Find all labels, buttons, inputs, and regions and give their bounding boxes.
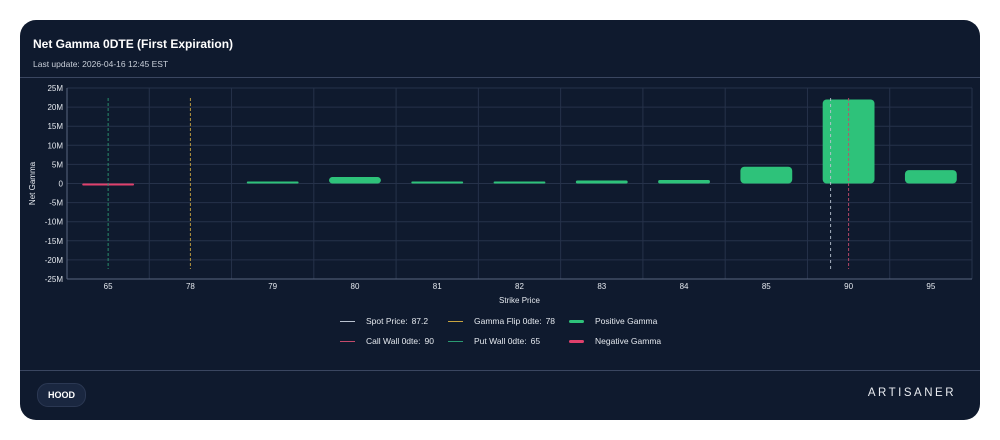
legend-value-call-wall: 90 — [424, 336, 434, 346]
bar-strike-79 — [246, 181, 299, 184]
legend-label-gamma-flip: Gamma Flip 0dte: — [474, 316, 542, 326]
legend-label-put-wall: Put Wall 0dte: — [474, 336, 527, 346]
y-tick-label: -20M — [45, 256, 64, 265]
spot-line-swatch — [340, 320, 355, 322]
legend-label-spot: Spot Price: — [366, 316, 408, 326]
x-tick-label: 90 — [844, 282, 853, 291]
y-tick-label: -5M — [49, 199, 63, 208]
gamma-flip-line-swatch — [448, 320, 463, 322]
x-tick-label: 79 — [268, 282, 277, 291]
net-gamma-chart: 25M 20M 15M 10M 5M 0 -5M -10M -15M -20M -25M 65 78 79… — [28, 84, 973, 305]
x-tick-label: 83 — [597, 282, 606, 291]
legend-value-spot: 87.2 — [411, 316, 429, 326]
legend-label-negative: Negative Gamma — [595, 336, 662, 346]
last-update-text: Last update: 2026-04-16 12:45 EST — [33, 59, 169, 69]
x-tick-label: 81 — [433, 282, 442, 291]
footer-divider — [20, 370, 980, 371]
legend-item-gamma-flip[interactable]: Gamma Flip 0dte: 78 — [448, 316, 555, 326]
bar-strike-82 — [493, 181, 546, 184]
legend-value-gamma-flip: 78 — [545, 316, 556, 326]
ticker-chip[interactable]: HOOD — [37, 383, 86, 407]
y-tick-label: 0 — [59, 180, 64, 189]
y-tick-label: 15M — [47, 122, 63, 131]
bar-strike-81 — [411, 181, 464, 184]
negative-gamma-swatch — [569, 339, 584, 343]
chart-title: Net Gamma 0DTE (First Expiration) — [33, 37, 234, 51]
y-tick-label: -25M — [45, 275, 64, 284]
chart-legend: Spot Price: 87.2 Gamma Flip 0dte: 78 Pos… — [340, 316, 740, 356]
y-tick-label: -10M — [45, 218, 64, 227]
y-tick-label: 10M — [47, 141, 63, 150]
legend-item-positive[interactable]: Positive Gamma — [569, 316, 657, 326]
legend-item-put-wall[interactable]: Put Wall 0dte: 65 — [448, 336, 540, 346]
chart-card: Net Gamma 0DTE (First Expiration) Last u… — [20, 20, 980, 420]
x-tick-label: 85 — [762, 282, 771, 291]
legend-value-put-wall: 65 — [530, 336, 541, 346]
x-tick-label: 82 — [515, 282, 524, 291]
bar-strike-83 — [575, 180, 628, 184]
y-tick-label: 20M — [47, 103, 63, 112]
legend-label-call-wall: Call Wall 0dte: — [366, 336, 421, 346]
x-axis-title: Strike Price — [499, 296, 540, 305]
y-tick-label: 5M — [52, 160, 63, 169]
x-tick-label: 84 — [680, 282, 689, 291]
x-tick-label: 78 — [186, 282, 195, 291]
bar-strike-90 — [822, 99, 875, 184]
legend-label-positive: Positive Gamma — [595, 316, 658, 326]
bar-strike-85 — [740, 166, 793, 184]
x-tick-label: 95 — [926, 282, 935, 291]
y-tick-label: 25M — [47, 84, 63, 93]
bar-strike-84 — [658, 180, 710, 184]
positive-gamma-swatch — [569, 319, 584, 323]
header-divider — [20, 77, 980, 78]
legend-item-negative[interactable]: Negative Gamma — [569, 336, 661, 346]
put-wall-line-swatch — [448, 340, 463, 342]
legend-item-call-wall[interactable]: Call Wall 0dte: 90 — [340, 336, 434, 346]
bar-strike-95 — [904, 170, 957, 184]
brand-logo: ARTISANER — [867, 387, 956, 399]
x-tick-label: 80 — [351, 282, 360, 291]
y-axis-title: Net Gamma — [28, 161, 37, 205]
x-tick-label: 65 — [104, 282, 113, 291]
call-wall-line-swatch — [340, 340, 355, 342]
bar-strike-80 — [329, 177, 381, 184]
legend-item-spot[interactable]: Spot Price: 87.2 — [340, 316, 428, 326]
y-tick-label: -15M — [45, 237, 64, 246]
